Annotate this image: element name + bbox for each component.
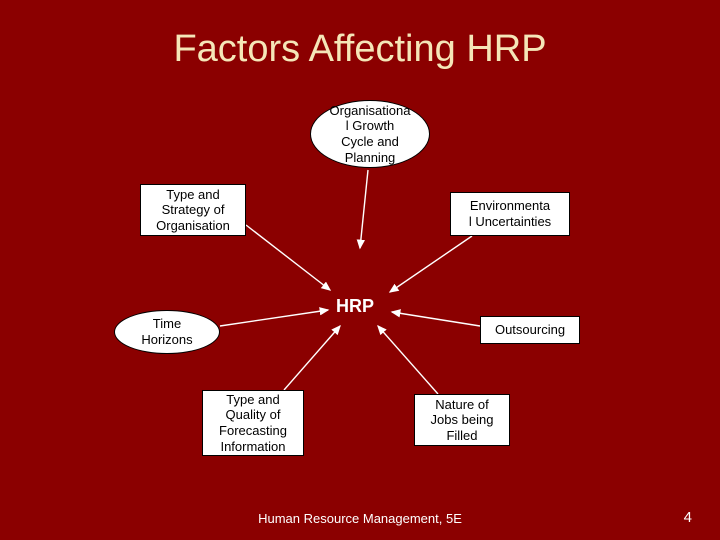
arrow-nature-jobs <box>378 326 438 394</box>
node-nature-jobs: Nature ofJobs beingFilled <box>414 394 510 446</box>
arrow-time-horiz <box>220 310 328 326</box>
arrow-env-uncert <box>390 236 472 292</box>
node-outsourcing: Outsourcing <box>480 316 580 344</box>
center-hrp-label: HRP <box>336 296 374 317</box>
node-type-strategy: Type andStrategy ofOrganisation <box>140 184 246 236</box>
slide-title: Factors Affecting HRP <box>0 28 720 71</box>
arrows-layer <box>0 0 720 540</box>
arrow-type-strategy <box>246 225 330 290</box>
node-env-uncert: Environmental Uncertainties <box>450 192 570 236</box>
page-number: 4 <box>684 509 692 526</box>
arrow-org-growth <box>360 170 368 248</box>
footer-text: Human Resource Management, 5E <box>0 511 720 526</box>
node-time-horiz: TimeHorizons <box>114 310 220 354</box>
arrow-forecast <box>284 326 340 390</box>
node-org-growth: Organisational GrowthCycle andPlanning <box>310 100 430 168</box>
arrow-outsourcing <box>392 312 480 326</box>
node-forecast: Type andQuality ofForecastingInformation <box>202 390 304 456</box>
